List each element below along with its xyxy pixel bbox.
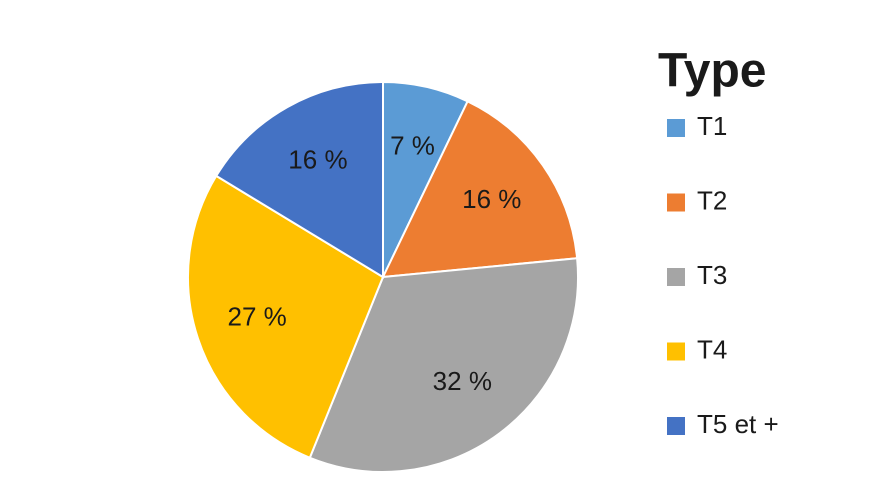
legend-label: T5 et + [697, 409, 779, 439]
data-label: 32 % [433, 366, 492, 396]
pie-slice [381, 99, 579, 279]
legend-swatch [667, 193, 685, 212]
legend-label: T2 [697, 185, 727, 215]
data-label: 16 % [288, 144, 347, 174]
legend-swatch [667, 119, 685, 137]
data-label: 27 % [228, 302, 287, 332]
legend-swatch [667, 268, 685, 286]
pie-slice [308, 257, 579, 473]
legend-label: T4 [697, 334, 727, 364]
pie-slice [187, 174, 385, 460]
legend-label: T1 [697, 111, 727, 141]
legend-label: T3 [697, 260, 727, 290]
legend-swatch [667, 342, 685, 361]
data-label: 7 % [390, 131, 435, 161]
legend-swatch [667, 417, 685, 435]
data-label: 16 % [462, 184, 521, 214]
pie-slice [214, 80, 384, 279]
legend-title: Type [658, 45, 766, 98]
